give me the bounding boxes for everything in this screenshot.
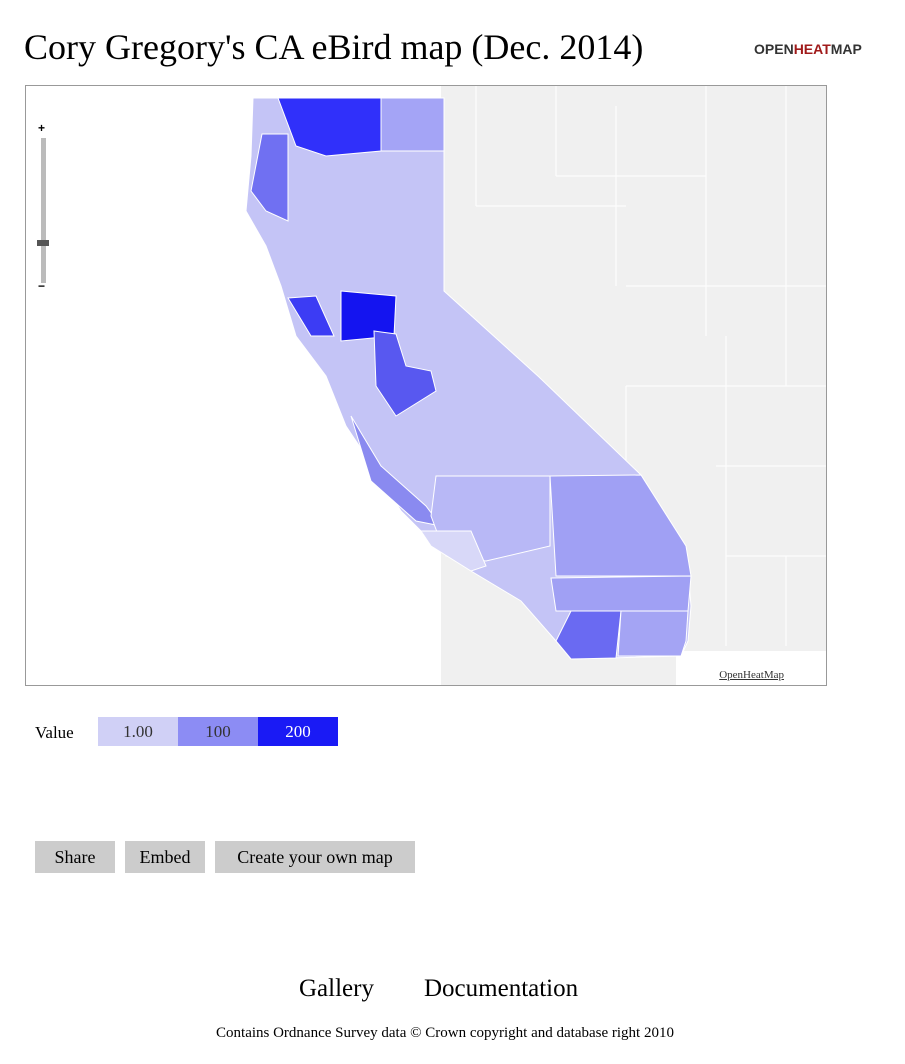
county <box>549 474 692 577</box>
county <box>277 97 382 157</box>
map[interactable]: + − OpenHeatMap <box>25 85 827 686</box>
copyright-notice: Contains Ordnance Survey data © Crown co… <box>216 1025 674 1041</box>
attribution-link[interactable]: OpenHeatMap <box>719 669 784 681</box>
county <box>380 97 445 152</box>
share-button[interactable]: Share <box>35 841 115 873</box>
ocean <box>676 651 826 685</box>
logo-map: MAP <box>830 41 862 57</box>
zoom-in[interactable]: + <box>38 121 46 135</box>
county <box>550 575 692 612</box>
page-title: Cory Gregory's CA eBird map (Dec. 2014) <box>24 27 644 67</box>
create-map-button[interactable]: Create your own map <box>215 841 415 873</box>
documentation-link[interactable]: Documentation <box>424 975 579 1002</box>
logo[interactable]: OPENHEATMAP <box>754 41 862 57</box>
county <box>420 530 487 572</box>
legend-swatch: 200 <box>258 717 338 746</box>
embed-button[interactable]: Embed <box>125 841 205 873</box>
county <box>250 133 289 222</box>
map-canvas <box>37 86 826 685</box>
zoom-thumb[interactable] <box>37 240 49 246</box>
county <box>555 610 622 660</box>
county <box>287 295 335 337</box>
legend-swatch: 100 <box>178 717 258 746</box>
legend-label: Value <box>35 723 74 742</box>
county <box>373 330 437 417</box>
zoom-out[interactable]: − <box>38 279 46 293</box>
gallery-link[interactable]: Gallery <box>299 975 374 1002</box>
logo-heat: HEAT <box>793 41 831 57</box>
county <box>617 610 689 657</box>
zoom-bar[interactable] <box>41 138 46 283</box>
logo-open: OPEN <box>754 41 794 57</box>
legend-swatch: 1.00 <box>98 717 178 746</box>
